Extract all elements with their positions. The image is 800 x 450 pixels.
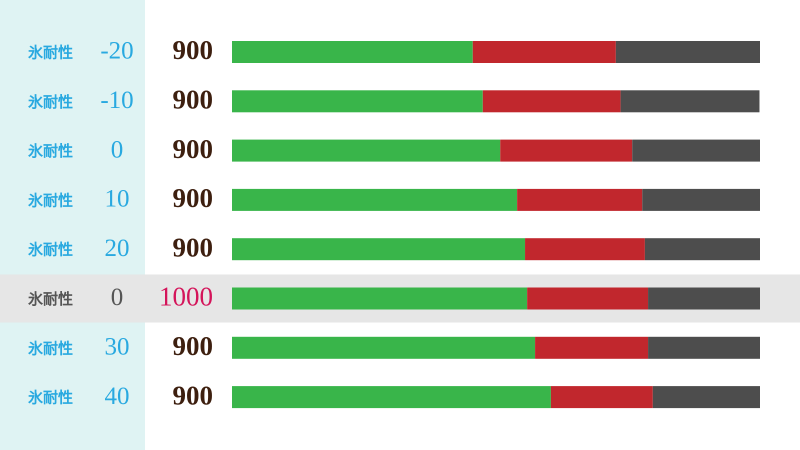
row-label: 氷耐性 [28,142,73,160]
row-level: 30 [105,334,130,361]
side-panel [0,0,145,450]
bar-segment [500,139,633,162]
row-score: 900 [173,331,214,361]
row-level: -20 [100,38,133,65]
bar-segment [517,188,643,211]
row-level: 0 [111,284,124,311]
row: 氷耐性 -20 900 [28,35,760,65]
row-level: 40 [105,383,130,410]
row-score: 900 [173,85,214,115]
row-label: 氷耐性 [28,191,73,209]
row-score: 900 [173,35,214,65]
bar-segment [232,90,483,113]
row: 氷耐性 30 900 [28,331,760,361]
row: 氷耐性 40 900 [28,380,760,410]
bar-segment [535,336,649,359]
bar-segment [615,41,760,63]
bar-segment [652,386,760,409]
row-label: 氷耐性 [28,241,73,259]
bar-segment [648,336,760,359]
bar-segment [525,238,645,261]
bar-segment [648,287,760,310]
bar-segment [644,238,760,261]
bar-segment [232,238,526,261]
bar-segment [550,386,653,409]
bar-segment [232,188,518,211]
row-level: 0 [111,136,124,163]
bar-segment [232,386,551,409]
row-label: 氷耐性 [28,389,73,407]
row-score: 900 [173,380,214,410]
row-label: 氷耐性 [28,339,73,357]
row-level: 20 [105,235,130,262]
bar-segment [527,287,649,310]
row-level: 10 [105,186,130,213]
bar-segment [232,336,536,359]
row-score: 1000 [159,282,213,312]
row-score: 900 [173,232,214,262]
bar-segment [632,139,760,162]
bar-segment [482,90,621,113]
bar-segment [620,90,760,113]
row: 氷耐性 20 900 [28,232,760,262]
row: 氷耐性 0 900 [28,134,760,164]
row-score: 900 [173,134,214,164]
row-label: 氷耐性 [28,93,73,111]
bar-segment [232,287,528,310]
bar-segment [232,41,473,63]
row: 氷耐性 -10 900 [28,85,760,115]
bar-segment [472,41,616,63]
row-label: 氷耐性 [28,44,73,62]
row-label: 氷耐性 [28,290,73,308]
row-score: 900 [173,183,214,213]
bar-segment [642,188,760,211]
bar-segment [232,139,501,162]
row: 氷耐性 10 900 [28,183,760,213]
row: 氷耐性 0 1000 [0,274,800,323]
row-level: -10 [100,87,133,114]
